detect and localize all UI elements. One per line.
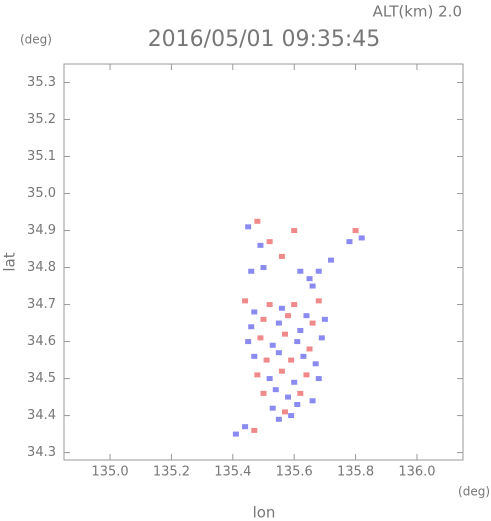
- radar-echo: [346, 239, 353, 245]
- radar-echo: [318, 335, 325, 341]
- radar-echo: [291, 379, 298, 385]
- radar-echo: [232, 431, 239, 437]
- radar-echo: [254, 218, 261, 224]
- radar-echo: [248, 268, 255, 274]
- radar-echo: [272, 387, 279, 393]
- radar-echo: [303, 372, 310, 378]
- chart-title: 2016/05/01 09:35:45: [148, 27, 381, 52]
- radar-echo: [309, 320, 316, 326]
- radar-echo: [260, 390, 267, 396]
- radar-echo: [281, 331, 288, 337]
- radar-echo: [269, 342, 276, 348]
- radar-echo: [303, 313, 310, 319]
- plot-frame: [63, 63, 464, 461]
- radar-echo: [291, 302, 298, 308]
- radar-echo: [260, 265, 267, 271]
- x-tick-label: 135.0: [91, 465, 128, 480]
- radar-echo: [285, 313, 292, 319]
- y-tick-label: 34.6: [27, 334, 56, 349]
- y-tick-label: 34.7: [27, 297, 56, 312]
- y-tick-label: 35.0: [27, 186, 56, 201]
- x-unit: (deg): [458, 485, 490, 499]
- y-unit: (deg): [20, 33, 52, 47]
- x-tick-label: 136.0: [398, 465, 435, 480]
- radar-echo: [309, 398, 316, 404]
- radar-echo: [257, 242, 264, 248]
- radar-echo: [285, 394, 292, 400]
- radar-echo: [260, 316, 267, 322]
- radar-echo: [315, 268, 322, 274]
- radar-echo: [266, 302, 273, 308]
- radar-echo: [275, 320, 282, 326]
- y-tick-label: 34.3: [27, 445, 56, 460]
- radar-echo: [278, 305, 285, 311]
- x-axis-label: lon: [253, 504, 276, 521]
- radar-echo: [266, 376, 273, 382]
- y-tick-label: 35.1: [27, 149, 56, 164]
- radar-echo: [297, 327, 304, 333]
- radar-echo: [245, 339, 252, 345]
- radar-echo: [300, 353, 307, 359]
- radar-echo: [269, 405, 276, 411]
- y-tick-label: 34.9: [27, 223, 56, 238]
- radar-echo: [251, 427, 258, 433]
- radar-echo: [321, 316, 328, 322]
- x-tick-label: 135.2: [153, 465, 190, 480]
- y-axis-label: lat: [1, 252, 19, 271]
- radar-echo: [263, 357, 270, 363]
- radar-echo: [328, 257, 335, 263]
- y-tick-label: 34.8: [27, 260, 56, 275]
- radar-echo: [288, 413, 295, 419]
- radar-echo: [315, 298, 322, 304]
- radar-echo: [352, 228, 359, 234]
- y-tick-label: 34.5: [27, 371, 56, 386]
- x-tick-label: 135.6: [276, 465, 313, 480]
- radar-echo: [309, 283, 316, 289]
- radar-echo: [245, 224, 252, 230]
- radar-echo: [248, 324, 255, 330]
- radar-echo: [257, 335, 264, 341]
- x-tick-label: 135.8: [337, 465, 374, 480]
- radar-echo: [291, 228, 298, 234]
- radar-echo: [312, 361, 319, 367]
- radar-echo: [281, 409, 288, 415]
- y-tick-label: 34.4: [27, 408, 56, 423]
- radar-echo: [288, 357, 295, 363]
- radar-echo: [278, 368, 285, 374]
- radar-echo: [306, 346, 313, 352]
- x-tick-label: 135.4: [214, 465, 251, 480]
- radar-echo: [315, 376, 322, 382]
- radar-echo: [275, 350, 282, 356]
- radar-echo: [251, 309, 258, 315]
- radar-echo: [294, 339, 301, 345]
- radar-echo: [306, 276, 313, 282]
- altitude-label: ALT(km) 2.0: [373, 3, 462, 21]
- radar-echo: [358, 235, 365, 241]
- radar-echo: [297, 390, 304, 396]
- radar-echo: [242, 424, 249, 430]
- y-tick-label: 35.2: [27, 112, 56, 127]
- y-tick-label: 35.3: [27, 75, 56, 90]
- radar-echo: [275, 416, 282, 422]
- radar-echo: [266, 239, 273, 245]
- radar-echo: [254, 372, 261, 378]
- radar-echo: [294, 401, 301, 407]
- radar-echo: [251, 353, 258, 359]
- radar-echo: [278, 253, 285, 259]
- radar-echo: [242, 298, 249, 304]
- radar-echo: [297, 268, 304, 274]
